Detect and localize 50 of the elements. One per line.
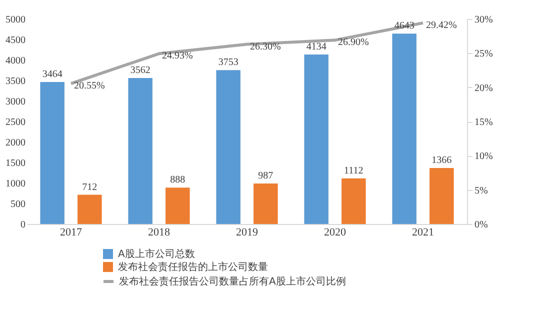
bar [78, 194, 102, 224]
y2-tick-label: 5% [474, 185, 488, 196]
y2-tick-label: 10% [474, 151, 493, 162]
y2-tick-label: 15% [474, 117, 493, 128]
y-tick-label: 4500 [6, 35, 26, 46]
data-label: 24.93% [162, 50, 193, 62]
bar [392, 34, 416, 224]
bar [342, 178, 366, 224]
y-tick-label: 500 [10, 199, 26, 210]
data-label: 3464 [42, 68, 62, 80]
x-tick-label: 2019 [236, 226, 258, 238]
bar [304, 54, 328, 224]
legend-label: 发布社会责任报告公司数量占所有A股上市公司比例 [119, 276, 346, 288]
x-tick-label: 2020 [324, 226, 346, 238]
data-label: 987 [258, 170, 274, 182]
y-tick-label: 2000 [6, 138, 26, 148]
y-tick-label: 4000 [6, 56, 26, 66]
data-label: 712 [82, 182, 98, 193]
y-tick-label: 5000 [6, 14, 26, 26]
y2-tick-label: 20% [474, 82, 493, 94]
legend-label: A股上市公司总数 [118, 248, 195, 260]
data-label: 26.30% [250, 41, 281, 52]
x-tick-label: 2021 [412, 226, 434, 238]
data-label: 1366 [432, 154, 452, 166]
data-label: 3562 [130, 64, 150, 76]
y-tick-label: 3500 [6, 76, 26, 87]
y2-tick-label: 25% [474, 48, 493, 60]
y-tick-label: 1500 [6, 158, 26, 169]
bar [128, 78, 152, 224]
bar [166, 188, 190, 224]
data-label: 29.42% [426, 20, 457, 31]
y2-tick-label: 30% [474, 14, 493, 26]
y-tick-label: 0 [20, 220, 26, 230]
bar [216, 70, 240, 224]
data-label: 4134 [306, 42, 326, 53]
x-tick-label: 2018 [148, 226, 170, 238]
x-tick-label: 2017 [60, 226, 82, 238]
legend-label: 发布社会责任报告的上市公司数量 [118, 261, 268, 273]
y2-tick-label: 0% [474, 220, 488, 230]
data-label: 20.55% [74, 80, 105, 92]
bar [430, 168, 454, 224]
data-label: 888 [170, 174, 186, 186]
data-label: 1112 [344, 165, 364, 176]
data-label: 26.90% [338, 37, 369, 48]
data-label: 3753 [218, 57, 238, 68]
y-tick-label: 1000 [6, 178, 26, 190]
y-tick-label: 2500 [6, 117, 26, 128]
bar [254, 184, 278, 224]
bar [40, 82, 64, 224]
y-tick-label: 3000 [6, 96, 26, 108]
